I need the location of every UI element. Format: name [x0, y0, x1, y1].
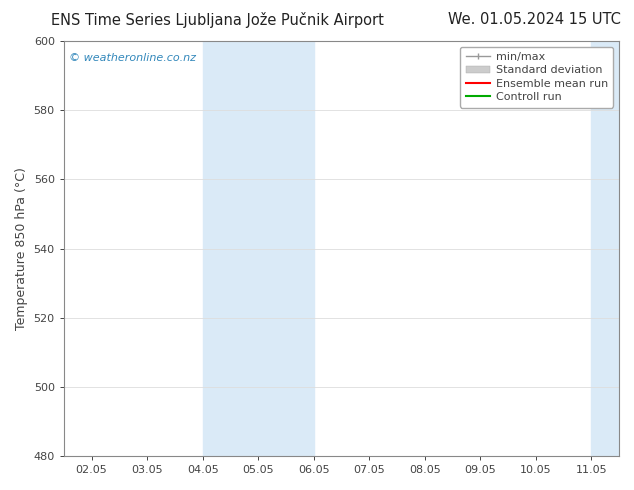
Bar	[592, 41, 619, 456]
Text: © weatheronline.co.nz: © weatheronline.co.nz	[69, 53, 197, 64]
Bar	[203, 41, 314, 456]
Legend: min/max, Standard deviation, Ensemble mean run, Controll run: min/max, Standard deviation, Ensemble me…	[460, 47, 614, 108]
Text: ENS Time Series Ljubljana Jože Pučnik Airport: ENS Time Series Ljubljana Jože Pučnik Ai…	[51, 12, 384, 28]
Y-axis label: Temperature 850 hPa (°C): Temperature 850 hPa (°C)	[15, 167, 28, 330]
Text: We. 01.05.2024 15 UTC: We. 01.05.2024 15 UTC	[448, 12, 621, 27]
